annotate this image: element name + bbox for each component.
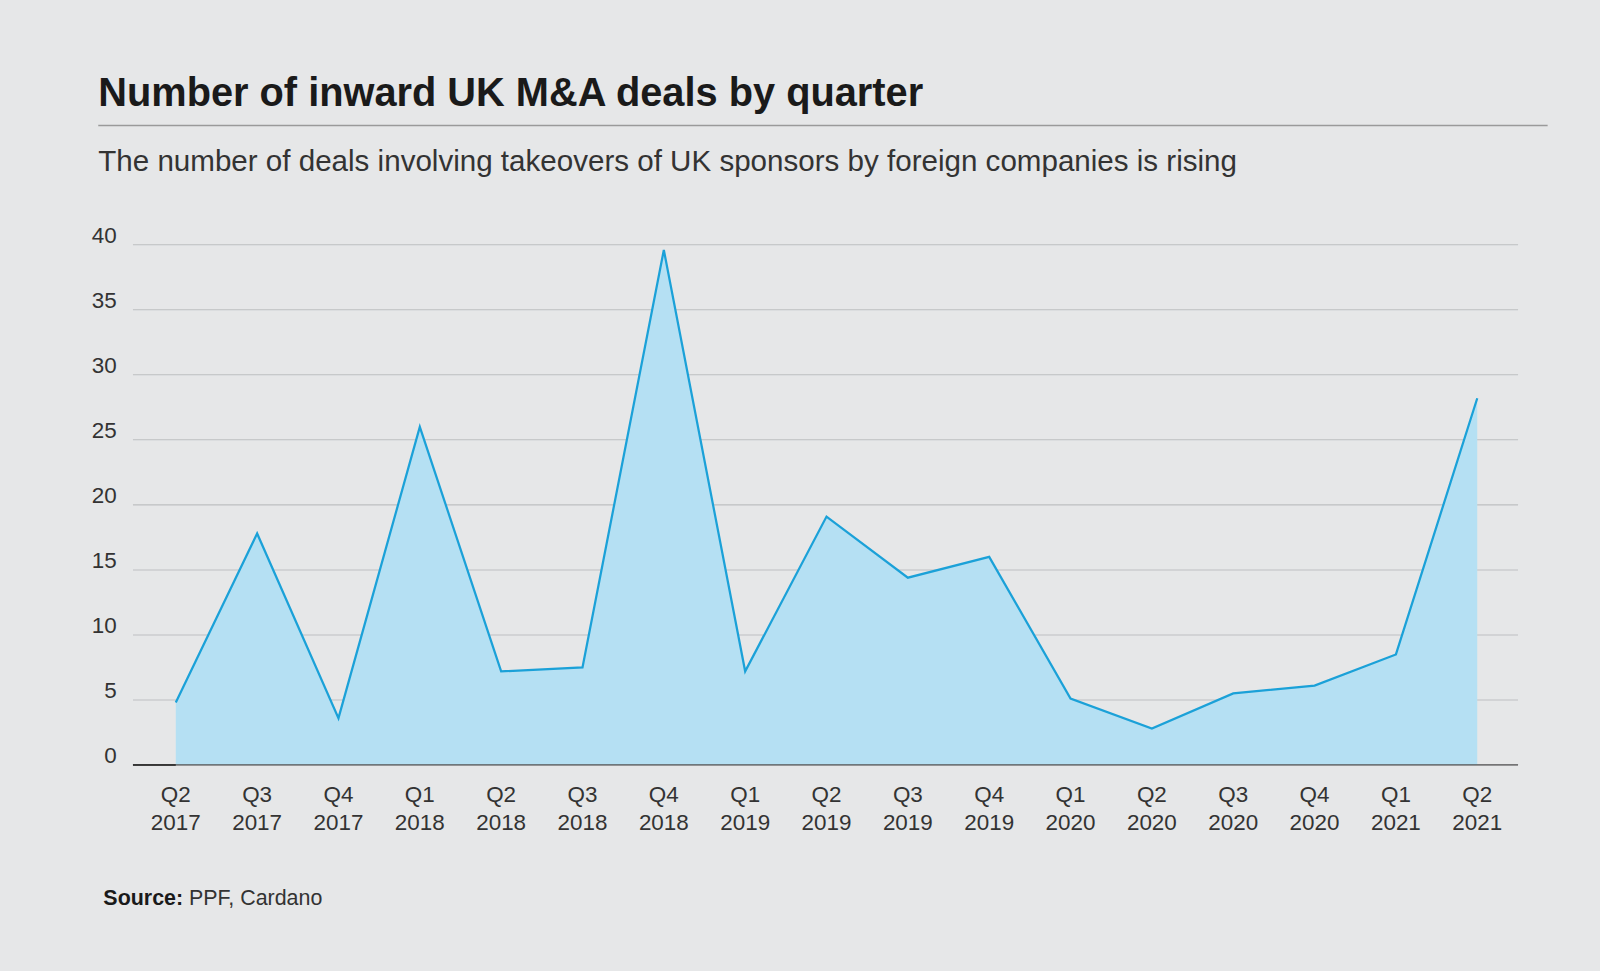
area <box>176 250 1477 765</box>
x-tick-label: Q2 2018 <box>476 782 526 836</box>
x-tick-label-line: 2020 <box>1127 810 1177 835</box>
x-tick-label-line: 2020 <box>1046 810 1096 835</box>
x-tick-label-line: 2018 <box>395 810 445 835</box>
x-tick-label-line: 2019 <box>964 810 1014 835</box>
source-text: PPF, Cardano <box>183 886 322 910</box>
y-tick-label: 30 <box>92 353 117 378</box>
x-tick-label: Q3 2020 <box>1208 782 1258 836</box>
x-tick-label-line: 2017 <box>232 810 282 835</box>
x-tick-label: Q3 2018 <box>558 782 608 836</box>
x-tick-label: Q4 2017 <box>314 782 364 836</box>
subtitle: The number of deals involving takeovers … <box>98 144 1237 177</box>
x-tick-label-line: 2021 <box>1452 810 1502 835</box>
y-tick-label: 15 <box>92 548 117 573</box>
y-tick-label: 25 <box>92 418 117 443</box>
x-tick-label-line: 2018 <box>476 810 526 835</box>
x-tick-label-line: Q4 <box>324 782 354 807</box>
x-tick-label: Q2 2019 <box>802 782 852 836</box>
x-tick-label: Q4 2018 <box>639 782 689 836</box>
y-tick-label: 10 <box>92 613 117 638</box>
x-tick-label: Q1 2020 <box>1046 782 1096 836</box>
x-tick-label-line: Q4 <box>974 782 1004 807</box>
chart-svg: Number of inward UK M&A deals by quarter… <box>0 0 1600 971</box>
chart-root: Number of inward UK M&A deals by quarter… <box>0 0 1600 971</box>
y-tick-label: 0 <box>104 743 116 768</box>
grid-line <box>133 439 1518 440</box>
x-axis-line <box>133 764 1518 765</box>
x-tick-label-line: 2019 <box>802 810 852 835</box>
title: Number of inward UK M&A deals by quarter <box>98 70 923 114</box>
x-tick-label: Q1 2021 <box>1371 782 1421 836</box>
x-tick-label-line: 2018 <box>558 810 608 835</box>
grid-line <box>133 504 1518 505</box>
x-tick-label: Q2 2020 <box>1127 782 1177 836</box>
x-tick-label: Q1 2019 <box>720 782 770 836</box>
x-tick-label-line: Q2 <box>1137 782 1167 807</box>
grid-line <box>133 309 1518 310</box>
x-tick-label-line: Q2 <box>161 782 191 807</box>
x-tick-label-line: Q1 <box>730 782 760 807</box>
x-tick-label: Q2 2021 <box>1452 782 1502 836</box>
x-tick-label-line: Q4 <box>649 782 679 807</box>
x-tick-label-line: Q3 <box>893 782 923 807</box>
x-tick-label-line: 2019 <box>720 810 770 835</box>
grid-line <box>133 374 1518 375</box>
x-tick-label: Q3 2017 <box>232 782 282 836</box>
x-tick-label: Q3 2019 <box>883 782 933 836</box>
source: Source: PPF, Cardano <box>103 886 322 910</box>
plot-area <box>176 250 1477 765</box>
title-rule <box>98 125 1547 127</box>
y-tick-label: 35 <box>92 288 117 313</box>
x-tick-label-line: 2017 <box>314 810 364 835</box>
source-label: Source: <box>103 886 183 910</box>
x-tick-label-line: 2017 <box>151 810 201 835</box>
x-tick-label-line: Q2 <box>486 782 516 807</box>
x-axis-line-start <box>133 764 176 766</box>
line <box>176 250 1477 729</box>
x-tick-label-line: Q2 <box>1462 782 1492 807</box>
x-tick-label-line: 2018 <box>639 810 689 835</box>
x-tick-label-line: Q2 <box>812 782 842 807</box>
y-tick-label: 40 <box>92 223 117 248</box>
grid-line <box>133 764 1518 765</box>
x-tick-label: Q2 2017 <box>151 782 201 836</box>
x-tick-label-line: Q1 <box>405 782 435 807</box>
x-tick-label-line: 2020 <box>1208 810 1258 835</box>
x-tick-label-line: 2021 <box>1371 810 1421 835</box>
x-tick-label-line: Q3 <box>242 782 272 807</box>
x-tick-label-line: 2019 <box>883 810 933 835</box>
y-tick-label: 20 <box>92 483 117 508</box>
grid-line <box>133 244 1518 245</box>
x-tick-label-line: Q1 <box>1381 782 1411 807</box>
x-tick-label-line: Q1 <box>1056 782 1086 807</box>
x-tick-label: Q1 2018 <box>395 782 445 836</box>
x-tick-label: Q4 2019 <box>964 782 1014 836</box>
x-tick-label-line: Q3 <box>568 782 598 807</box>
x-tick-label: Q4 2020 <box>1290 782 1340 836</box>
x-tick-label-line: Q4 <box>1300 782 1330 807</box>
background <box>0 0 1599 971</box>
y-tick-label: 5 <box>104 678 116 703</box>
x-tick-label-line: 2020 <box>1290 810 1340 835</box>
x-tick-label-line: Q3 <box>1218 782 1248 807</box>
